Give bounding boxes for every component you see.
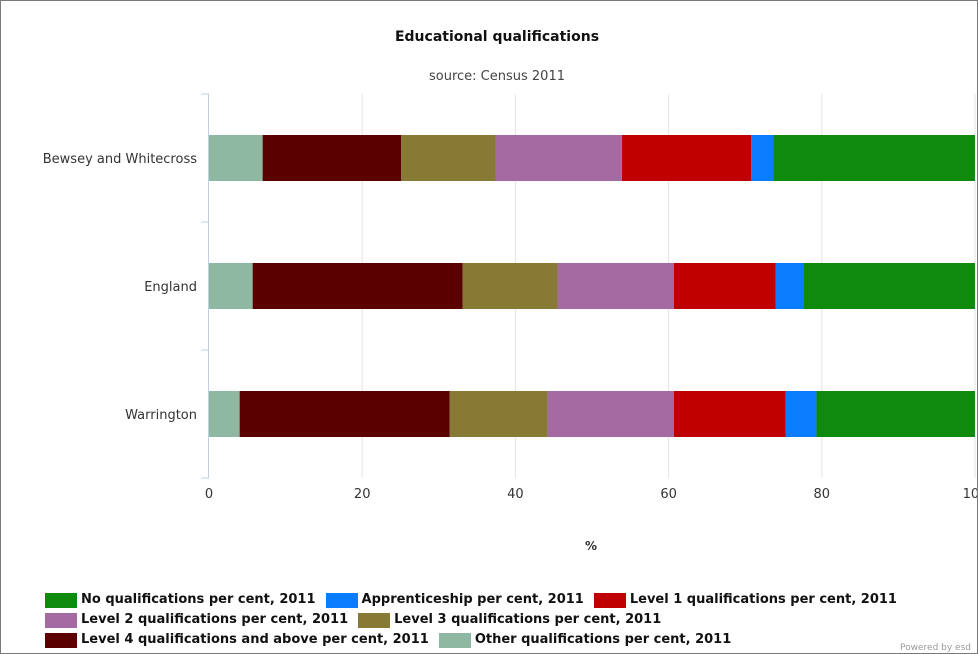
legend-item[interactable]: Level 3 qualifications per cent, 2011 [358,610,661,630]
value-axis: 0 20 40 60 80 100 [205,487,977,502]
legend-label: Other qualifications per cent, 2011 [474,632,732,647]
bar-segment[interactable] [209,135,263,181]
bar-segment[interactable] [816,391,975,437]
legend-swatch [358,612,391,628]
bar-segment[interactable] [621,135,752,181]
x-tick-label: 80 [814,487,831,502]
legend-label: Apprenticeship per cent, 2011 [361,592,584,607]
legend: No qualifications per cent, 2011 Apprenti… [45,590,975,650]
legend-label: Level 1 qualifications per cent, 2011 [629,592,897,607]
legend-swatch [45,592,77,608]
legend-label: Level 4 qualifications and above per cen… [81,632,429,647]
x-tick-label: 40 [507,487,524,502]
category-axis: Bewsey and Whitecross England Warrington [43,93,209,479]
bar-segment[interactable] [209,263,253,309]
bar-segment[interactable] [449,391,548,437]
bar-segment[interactable] [462,263,558,309]
bar-segment[interactable] [803,263,975,309]
bar-segment[interactable] [495,135,622,181]
x-axis-title: % [585,539,597,553]
legend-item[interactable]: Other qualifications per cent, 2011 [438,630,732,650]
legend-swatch [45,632,77,648]
bar-area [209,135,975,437]
legend-swatch [438,632,471,648]
legend-swatch [593,592,626,608]
bar-segment[interactable] [673,263,776,309]
category-label: Warrington [125,408,197,423]
bar-segment[interactable] [773,135,975,181]
legend-item[interactable]: Apprenticeship per cent, 2011 [325,590,584,610]
legend-item[interactable]: Level 4 qualifications and above per cen… [45,630,429,650]
legend-item[interactable]: No qualifications per cent, 2011 [45,590,316,610]
bar-segment[interactable] [262,135,402,181]
legend-row: Level 2 qualifications per cent, 2011 Lev… [45,610,975,630]
x-tick-label: 100 [963,487,977,502]
x-tick-label: 60 [660,487,677,502]
bar-segment[interactable] [673,391,786,437]
legend-swatch [45,612,77,628]
bar-segment[interactable] [401,135,496,181]
bar-segment[interactable] [775,263,804,309]
chart-title: Educational qualifications [395,29,599,45]
bar-segment[interactable] [547,391,674,437]
x-tick-label: 0 [205,487,213,502]
legend-swatch [325,592,358,608]
legend-item[interactable]: Level 2 qualifications per cent, 2011 [45,610,348,630]
legend-label: No qualifications per cent, 2011 [81,592,316,607]
legend-row: Level 4 qualifications and above per cen… [45,630,975,650]
chart-subtitle: source: Census 2011 [429,69,565,84]
bar-segment[interactable] [557,263,674,309]
bar-segment[interactable] [252,263,463,309]
bar-segment[interactable] [209,391,240,437]
credits[interactable]: Powered by esd [900,643,971,653]
legend-label: Level 3 qualifications per cent, 2011 [394,612,662,627]
category-label: Bewsey and Whitecross [43,152,197,167]
bar-segment[interactable] [751,135,774,181]
bar-segment[interactable] [239,391,450,437]
legend-label: Level 2 qualifications per cent, 2011 [81,612,349,627]
legend-row: No qualifications per cent, 2011 Apprenti… [45,590,975,610]
category-label: England [144,280,197,295]
legend-item[interactable]: Level 1 qualifications per cent, 2011 [593,590,897,610]
bar-segment[interactable] [785,391,817,437]
x-tick-label: 20 [354,487,371,502]
